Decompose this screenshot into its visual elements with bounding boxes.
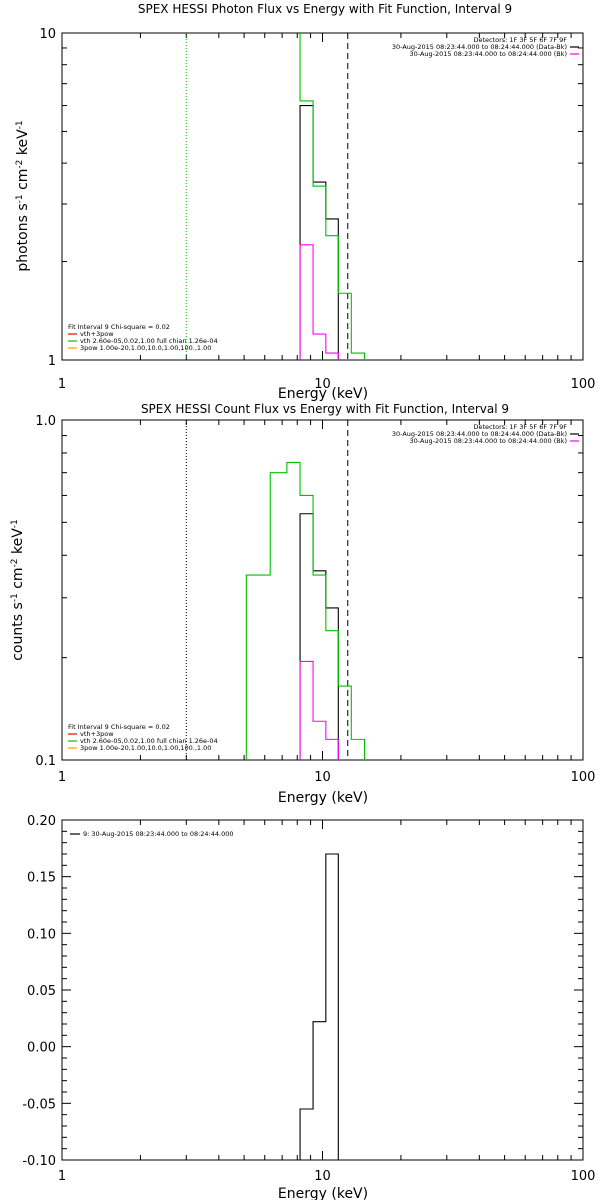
legend-entry: 30-Aug-2015 08:23:44.000 to 08:24:44.000… bbox=[410, 50, 567, 58]
histogram-series-0 bbox=[299, 853, 339, 1160]
plot-marks: 1 10 100 -0.10 -0.05 0.00 0.05 0.10 0.15 0.20 9: 3… bbox=[22, 814, 595, 1184]
histogram-series-1 bbox=[245, 461, 366, 760]
x-tick-label: 10 bbox=[314, 770, 331, 785]
histogram-series-2 bbox=[299, 244, 339, 360]
y-tick-label: 1.0 bbox=[35, 414, 56, 429]
x-tick-label: 1 bbox=[58, 1169, 66, 1184]
fit-legend-entry: vth 2.60e-05,0.02,1.00 full chian 1.26e-… bbox=[80, 337, 218, 345]
fit-legend-entry: Fit Interval 9 Chi-square = 0.02 bbox=[68, 323, 170, 331]
y-tick-label: 1 bbox=[48, 354, 56, 369]
y-tick-label: 0.15 bbox=[27, 871, 56, 886]
fit-legend-entry: 3pow 1.00e-20,1.00,10.0,1.00,100.,1.00 bbox=[80, 344, 211, 352]
plot-frame bbox=[61, 32, 584, 361]
x-tick-label: 10 bbox=[314, 1169, 331, 1184]
legend-entry: Detectors: 1F 3F 5F 6F 7F 9F bbox=[473, 36, 567, 44]
residual-panel: Energy (keV) 1 10 100 -0.10 -0.05 0.00 0.05 0.1… bbox=[22, 814, 595, 1200]
y-tick-label: -0.10 bbox=[22, 1154, 56, 1169]
fit-legend-entry: 3pow 1.00e-20,1.00,10.0,1.00,100.,1.00 bbox=[80, 744, 211, 752]
x-tick-label: 10 bbox=[314, 377, 331, 392]
y-axis-label: photons s-1 cm-2 keV-1 bbox=[15, 120, 31, 271]
chart-title: SPEX HESSI Count Flux vs Energy with Fit… bbox=[141, 402, 509, 416]
x-tick-label: 100 bbox=[571, 770, 596, 785]
legend-entry: 30-Aug-2015 08:23:44.000 to 08:24:44.000… bbox=[392, 430, 567, 438]
histogram-series-0 bbox=[299, 104, 339, 360]
histogram-series-0 bbox=[299, 513, 339, 760]
y-tick-label: 0.20 bbox=[27, 814, 56, 829]
y-tick-label: 10 bbox=[39, 27, 56, 42]
plot-frame bbox=[61, 419, 584, 761]
y-tick-label: 0.10 bbox=[27, 927, 56, 942]
y-tick-label: 0.05 bbox=[27, 984, 56, 999]
chart-title: SPEX HESSI Photon Flux vs Energy with Fi… bbox=[138, 2, 512, 16]
legend-entry: Detectors: 1F 3F 5F 6F 7F 9F bbox=[473, 423, 567, 431]
x-tick-label: 100 bbox=[571, 1169, 596, 1184]
histogram-series-2 bbox=[299, 660, 339, 760]
fit-legend-entry: Fit Interval 9 Chi-square = 0.02 bbox=[68, 723, 170, 731]
y-tick-label: 0.00 bbox=[27, 1041, 56, 1056]
x-tick-label: 1 bbox=[58, 770, 66, 785]
x-tick-label: 100 bbox=[571, 377, 596, 392]
legend-entry: 30-Aug-2015 08:23:44.000 to 08:24:44.000… bbox=[410, 437, 567, 445]
plot-marks: 1 10 100 0.1 1.0 Detectors: 1F 3F 5F 6F 7F 9F… bbox=[35, 414, 595, 785]
y-tick-label: 0.1 bbox=[35, 754, 56, 769]
interval-legend-entry: 9: 30-Aug-2015 08:23:44.000 to 08:24:44.… bbox=[83, 830, 234, 838]
plot-frame bbox=[61, 819, 584, 1161]
photon-flux-panel: SPEX HESSI Photon Flux vs Energy with Fi… bbox=[15, 2, 595, 402]
fit-legend-entry: vth+3pow bbox=[80, 330, 114, 338]
count-flux-panel: SPEX HESSI Count Flux vs Energy with Fit… bbox=[10, 402, 595, 806]
x-tick-label: 1 bbox=[58, 377, 66, 392]
fit-legend-entry: vth 2.60e-05,0.02,1.00 full chian 1.26e-… bbox=[80, 737, 218, 745]
histogram-series-1 bbox=[299, 33, 366, 360]
x-axis-label: Energy (keV) bbox=[278, 386, 368, 402]
y-axis-label: counts s-1 cm-2 keV-1 bbox=[10, 519, 26, 661]
y-tick-label: -0.05 bbox=[22, 1097, 56, 1112]
fit-legend-entry: vth+3pow bbox=[80, 730, 114, 738]
x-axis-label: Energy (keV) bbox=[278, 790, 368, 806]
legend-entry: 30-Aug-2015 08:23:44.000 to 08:24:44.000… bbox=[392, 43, 567, 51]
x-axis-label: Energy (keV) bbox=[278, 1186, 368, 1200]
